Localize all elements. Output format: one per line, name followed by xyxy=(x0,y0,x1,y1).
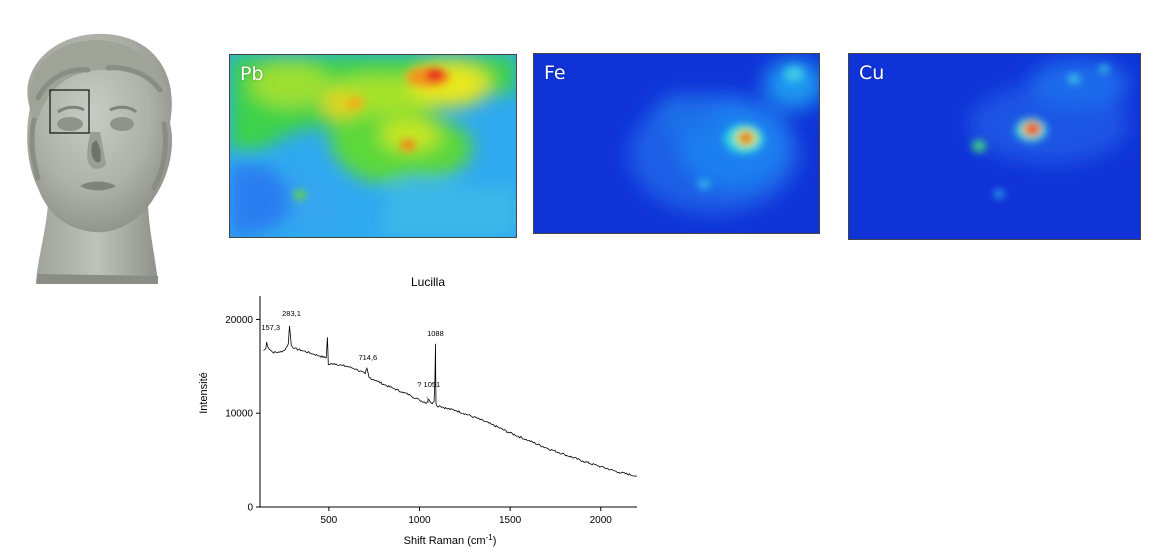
y-tick-label: 10000 xyxy=(225,409,253,420)
spectrum-line xyxy=(263,325,637,477)
x-tick-label: 500 xyxy=(321,515,338,526)
x-axis-label-main: Shift Raman (cm xyxy=(404,535,486,547)
y-tick-label: 0 xyxy=(247,503,253,514)
cu-map-label: Cu xyxy=(859,62,885,84)
marble-bust-image xyxy=(27,33,173,284)
x-axis-label-tail: ) xyxy=(493,535,497,547)
x-tick-label: 1500 xyxy=(499,515,522,526)
fe-map-label: Fe xyxy=(544,62,566,84)
pb-heatmap xyxy=(230,55,516,237)
fe-element-map: Fe xyxy=(533,53,820,234)
x-axis-label: Shift Raman (cm-1) xyxy=(404,533,497,547)
pb-map-label: Pb xyxy=(240,63,264,85)
chart-title: Lucilla xyxy=(411,275,445,289)
x-axis-label-sup: -1 xyxy=(486,533,494,542)
peak-label: 1088 xyxy=(427,329,444,338)
x-tick-label: 1000 xyxy=(408,515,431,526)
peak-label: ? 1051 xyxy=(417,380,440,389)
peak-label: 157,3 xyxy=(261,323,280,332)
x-tick-label: 2000 xyxy=(590,515,613,526)
cu-heatmap xyxy=(849,54,1140,239)
cu-element-map: Cu xyxy=(848,53,1141,240)
y-axis-label: Intensité xyxy=(198,372,210,414)
pb-element-map: Pb xyxy=(229,54,517,238)
peak-label: 283,1 xyxy=(282,309,301,318)
y-tick-label: 20000 xyxy=(225,315,253,326)
peak-leader-line xyxy=(426,396,429,403)
fe-heatmap xyxy=(534,54,819,233)
peak-label: 714,6 xyxy=(358,353,377,362)
